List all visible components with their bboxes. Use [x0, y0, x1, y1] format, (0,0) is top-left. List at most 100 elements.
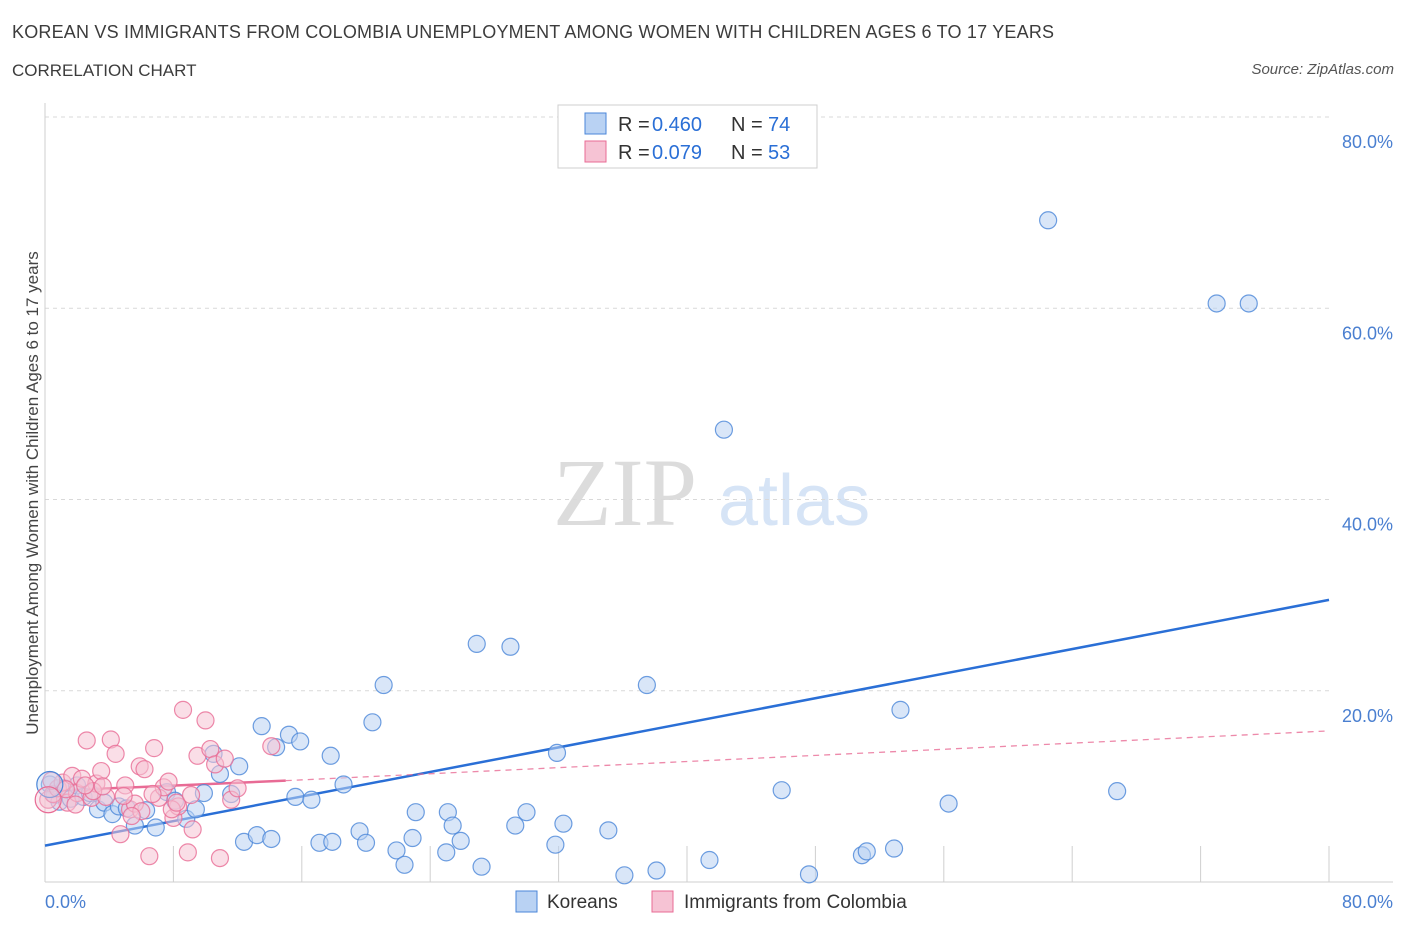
korean-point [36, 770, 64, 799]
korean-point [700, 850, 719, 870]
korean-point [647, 861, 666, 880]
grid [45, 116, 1329, 692]
legend-swatch-colombia [584, 140, 607, 163]
korean-point [599, 821, 618, 840]
colombia-point [111, 825, 130, 844]
korean-point [546, 835, 565, 854]
korean-point [1239, 294, 1258, 313]
korean-point [291, 732, 310, 751]
colombia-point [178, 843, 197, 862]
colombia-point [34, 786, 62, 814]
korean-point [939, 794, 958, 813]
colombia-point [140, 847, 159, 866]
legend-r-value-korean: 0.460 [652, 114, 702, 136]
korean-point [321, 746, 340, 765]
korean-point [437, 843, 456, 862]
y-tick-label: 80.0% [1342, 132, 1393, 152]
legend-swatch-korean [584, 112, 607, 135]
korean-point [772, 781, 791, 800]
korean-point [395, 855, 414, 874]
korean-point [403, 828, 422, 848]
korean-point [302, 790, 321, 809]
colombia-point [210, 848, 230, 868]
y-tick-label: 40.0% [1342, 515, 1393, 535]
colombia-point [159, 772, 178, 791]
y-tick-label: 20.0% [1342, 706, 1393, 726]
korean-point [615, 866, 634, 885]
colombia-point [56, 780, 75, 799]
legend-n-value-korean: 74 [768, 114, 790, 136]
colombia-point [66, 795, 85, 814]
bottom-legend-label-colombia: Immigrants from Colombia [684, 892, 907, 913]
x-tick-label: 80.0% [1342, 892, 1393, 912]
korean-trend-line [44, 598, 1330, 847]
korean-point [637, 675, 656, 695]
colombia-point [183, 820, 202, 839]
korean-point [857, 842, 876, 861]
korean-point [363, 713, 382, 732]
axes: 20.0% 40.0% 60.0% 80.0% 0.0% 80.0% [44, 103, 1393, 912]
colombia-point [106, 744, 125, 763]
korean-point [891, 700, 910, 719]
colombia-point [181, 785, 201, 805]
korean-point [146, 818, 165, 837]
korean-point [286, 787, 305, 806]
colombia-point [145, 739, 164, 758]
korean-point [323, 832, 342, 851]
colombia-point [228, 779, 247, 798]
bottom-legend-swatch-colombia [651, 890, 674, 913]
colombia-point [76, 776, 95, 795]
korean-point [547, 743, 567, 763]
colombia-point [196, 711, 215, 730]
bottom-legend: Koreans Immigrants from Colombia [515, 890, 907, 913]
korean-point [714, 420, 734, 439]
legend-r-value-colombia: 0.079 [652, 142, 702, 164]
korean-point [554, 814, 573, 833]
korean-point [799, 865, 819, 884]
korean-point [1039, 211, 1058, 230]
trend-lines [44, 598, 1330, 847]
korean-point [252, 717, 271, 736]
korean-point [262, 829, 281, 849]
y-axis-label: Unemployment Among Women with Children A… [23, 251, 42, 735]
legend-n-value-colombia: 53 [768, 142, 790, 164]
legend-n-label-korean: N = [731, 114, 763, 136]
colombia-trend-extension [285, 730, 1330, 782]
korean-point [406, 803, 425, 822]
colombia-point [92, 761, 111, 781]
data-points [34, 211, 1258, 885]
korean-point [356, 833, 376, 852]
x-tick-label: 0.0% [45, 892, 86, 912]
korean-point [451, 831, 470, 850]
colombia-point [143, 784, 162, 804]
legend-r-label-colombia: R = [618, 142, 650, 164]
top-legend: R = 0.460 N = 74 R = 0.079 N = 53 [557, 104, 818, 169]
colombia-point [135, 760, 154, 779]
korean-point [506, 816, 525, 835]
korean-point [334, 775, 353, 794]
bottom-legend-swatch-korean [515, 890, 538, 913]
legend-r-label-korean: R = [618, 114, 650, 136]
bottom-legend-label-korean: Koreans [547, 892, 618, 913]
korean-point [1207, 294, 1226, 313]
korean-point [501, 637, 520, 656]
y-tick-label: 60.0% [1342, 323, 1393, 343]
colombia-point [77, 731, 96, 750]
colombia-point [167, 793, 186, 812]
korean-point [472, 857, 491, 876]
chart-subtitle: CORRELATION CHART [12, 61, 197, 80]
legend-n-label-colombia: N = [731, 142, 763, 164]
korean-point [517, 803, 536, 822]
korean-point [230, 757, 249, 776]
colombia-point [173, 700, 193, 719]
watermark-atlas: atlas [718, 461, 870, 541]
korean-point [884, 839, 904, 858]
korean-point [1108, 782, 1127, 801]
colombia-point [262, 737, 281, 756]
watermark-zip: ZIP [553, 439, 697, 546]
colombia-point [122, 806, 141, 826]
colombia-point [114, 786, 133, 806]
colombia-point [93, 777, 112, 796]
colombia-point [215, 749, 234, 768]
